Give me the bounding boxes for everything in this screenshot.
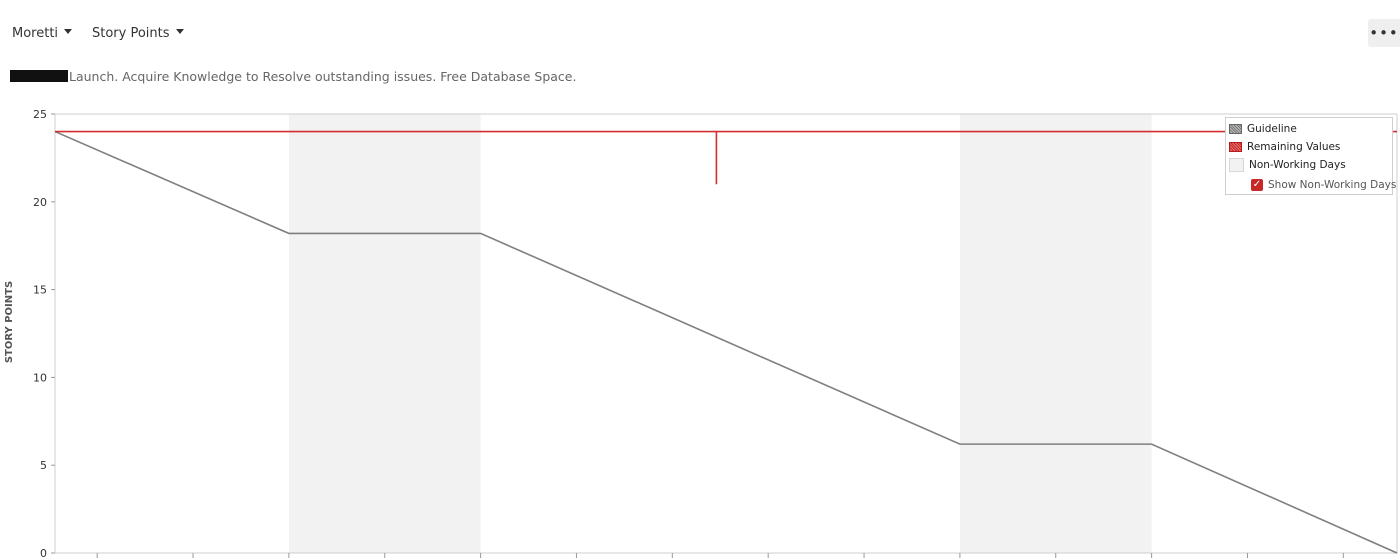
legend-label-non-working: Non-Working Days: [1249, 159, 1346, 171]
legend-label-guideline: Guideline: [1247, 123, 1297, 135]
series-layer: [54, 130, 1398, 554]
legend-label-remaining: Remaining Values: [1247, 141, 1341, 153]
guideline-swatch: [1229, 124, 1242, 134]
checkbox-checked-icon[interactable]: ✓: [1251, 179, 1263, 191]
plot-frame: [54, 113, 1398, 554]
y-tick-label: 0: [40, 547, 47, 560]
more-options-button[interactable]: •••: [1368, 19, 1400, 47]
sprint-goal-text: Launch. Acquire Knowledge to Resolve out…: [69, 68, 577, 84]
caret-down-icon: [64, 28, 73, 34]
chart-toolbar: Moretti Story Points •••: [0, 0, 1400, 62]
show-non-working-label: Show Non-Working Days: [1268, 179, 1397, 191]
non-working-days-layer: [288, 114, 1152, 553]
metric-dropdown[interactable]: Story Points: [92, 22, 184, 44]
y-tick-label: 25: [33, 108, 47, 121]
legend-item-non-working[interactable]: Non-Working Days: [1229, 157, 1346, 173]
caret-down-icon: [175, 28, 184, 34]
y-tick-label: 20: [33, 196, 47, 209]
remaining-swatch: [1229, 142, 1242, 152]
burndown-chart: 0 5 10 15 20 25 STORY POINTS: [4, 108, 1398, 560]
user-dropdown-label: Moretti: [12, 25, 59, 41]
axis-layer: 0 5 10 15 20 25: [33, 108, 1344, 560]
redacted-block: [10, 70, 68, 82]
y-axis-label: STORY POINTS: [4, 281, 15, 363]
show-non-working-toggle[interactable]: ✓ Show Non-Working Days: [1251, 177, 1396, 193]
non-working-band-1: [288, 114, 481, 553]
non-working-swatch: [1229, 158, 1244, 172]
y-tick-label: 10: [33, 371, 47, 384]
user-dropdown[interactable]: Moretti: [12, 22, 73, 44]
legend-item-guideline[interactable]: Guideline: [1229, 121, 1297, 137]
legend-item-remaining[interactable]: Remaining Values: [1229, 139, 1340, 155]
series-line-remaining-values: [55, 130, 1397, 185]
sprint-goal: Launch. Acquire Knowledge to Resolve out…: [10, 67, 576, 85]
y-tick-label: 5: [40, 459, 47, 472]
non-working-band-2: [959, 114, 1152, 553]
ellipsis-icon: •••: [1369, 24, 1399, 42]
series-line-guideline: [54, 130, 1398, 554]
y-tick-label: 15: [33, 284, 47, 297]
metric-dropdown-label: Story Points: [92, 25, 170, 41]
chart-legend: Guideline Remaining Values Non-Working D…: [1225, 117, 1396, 195]
